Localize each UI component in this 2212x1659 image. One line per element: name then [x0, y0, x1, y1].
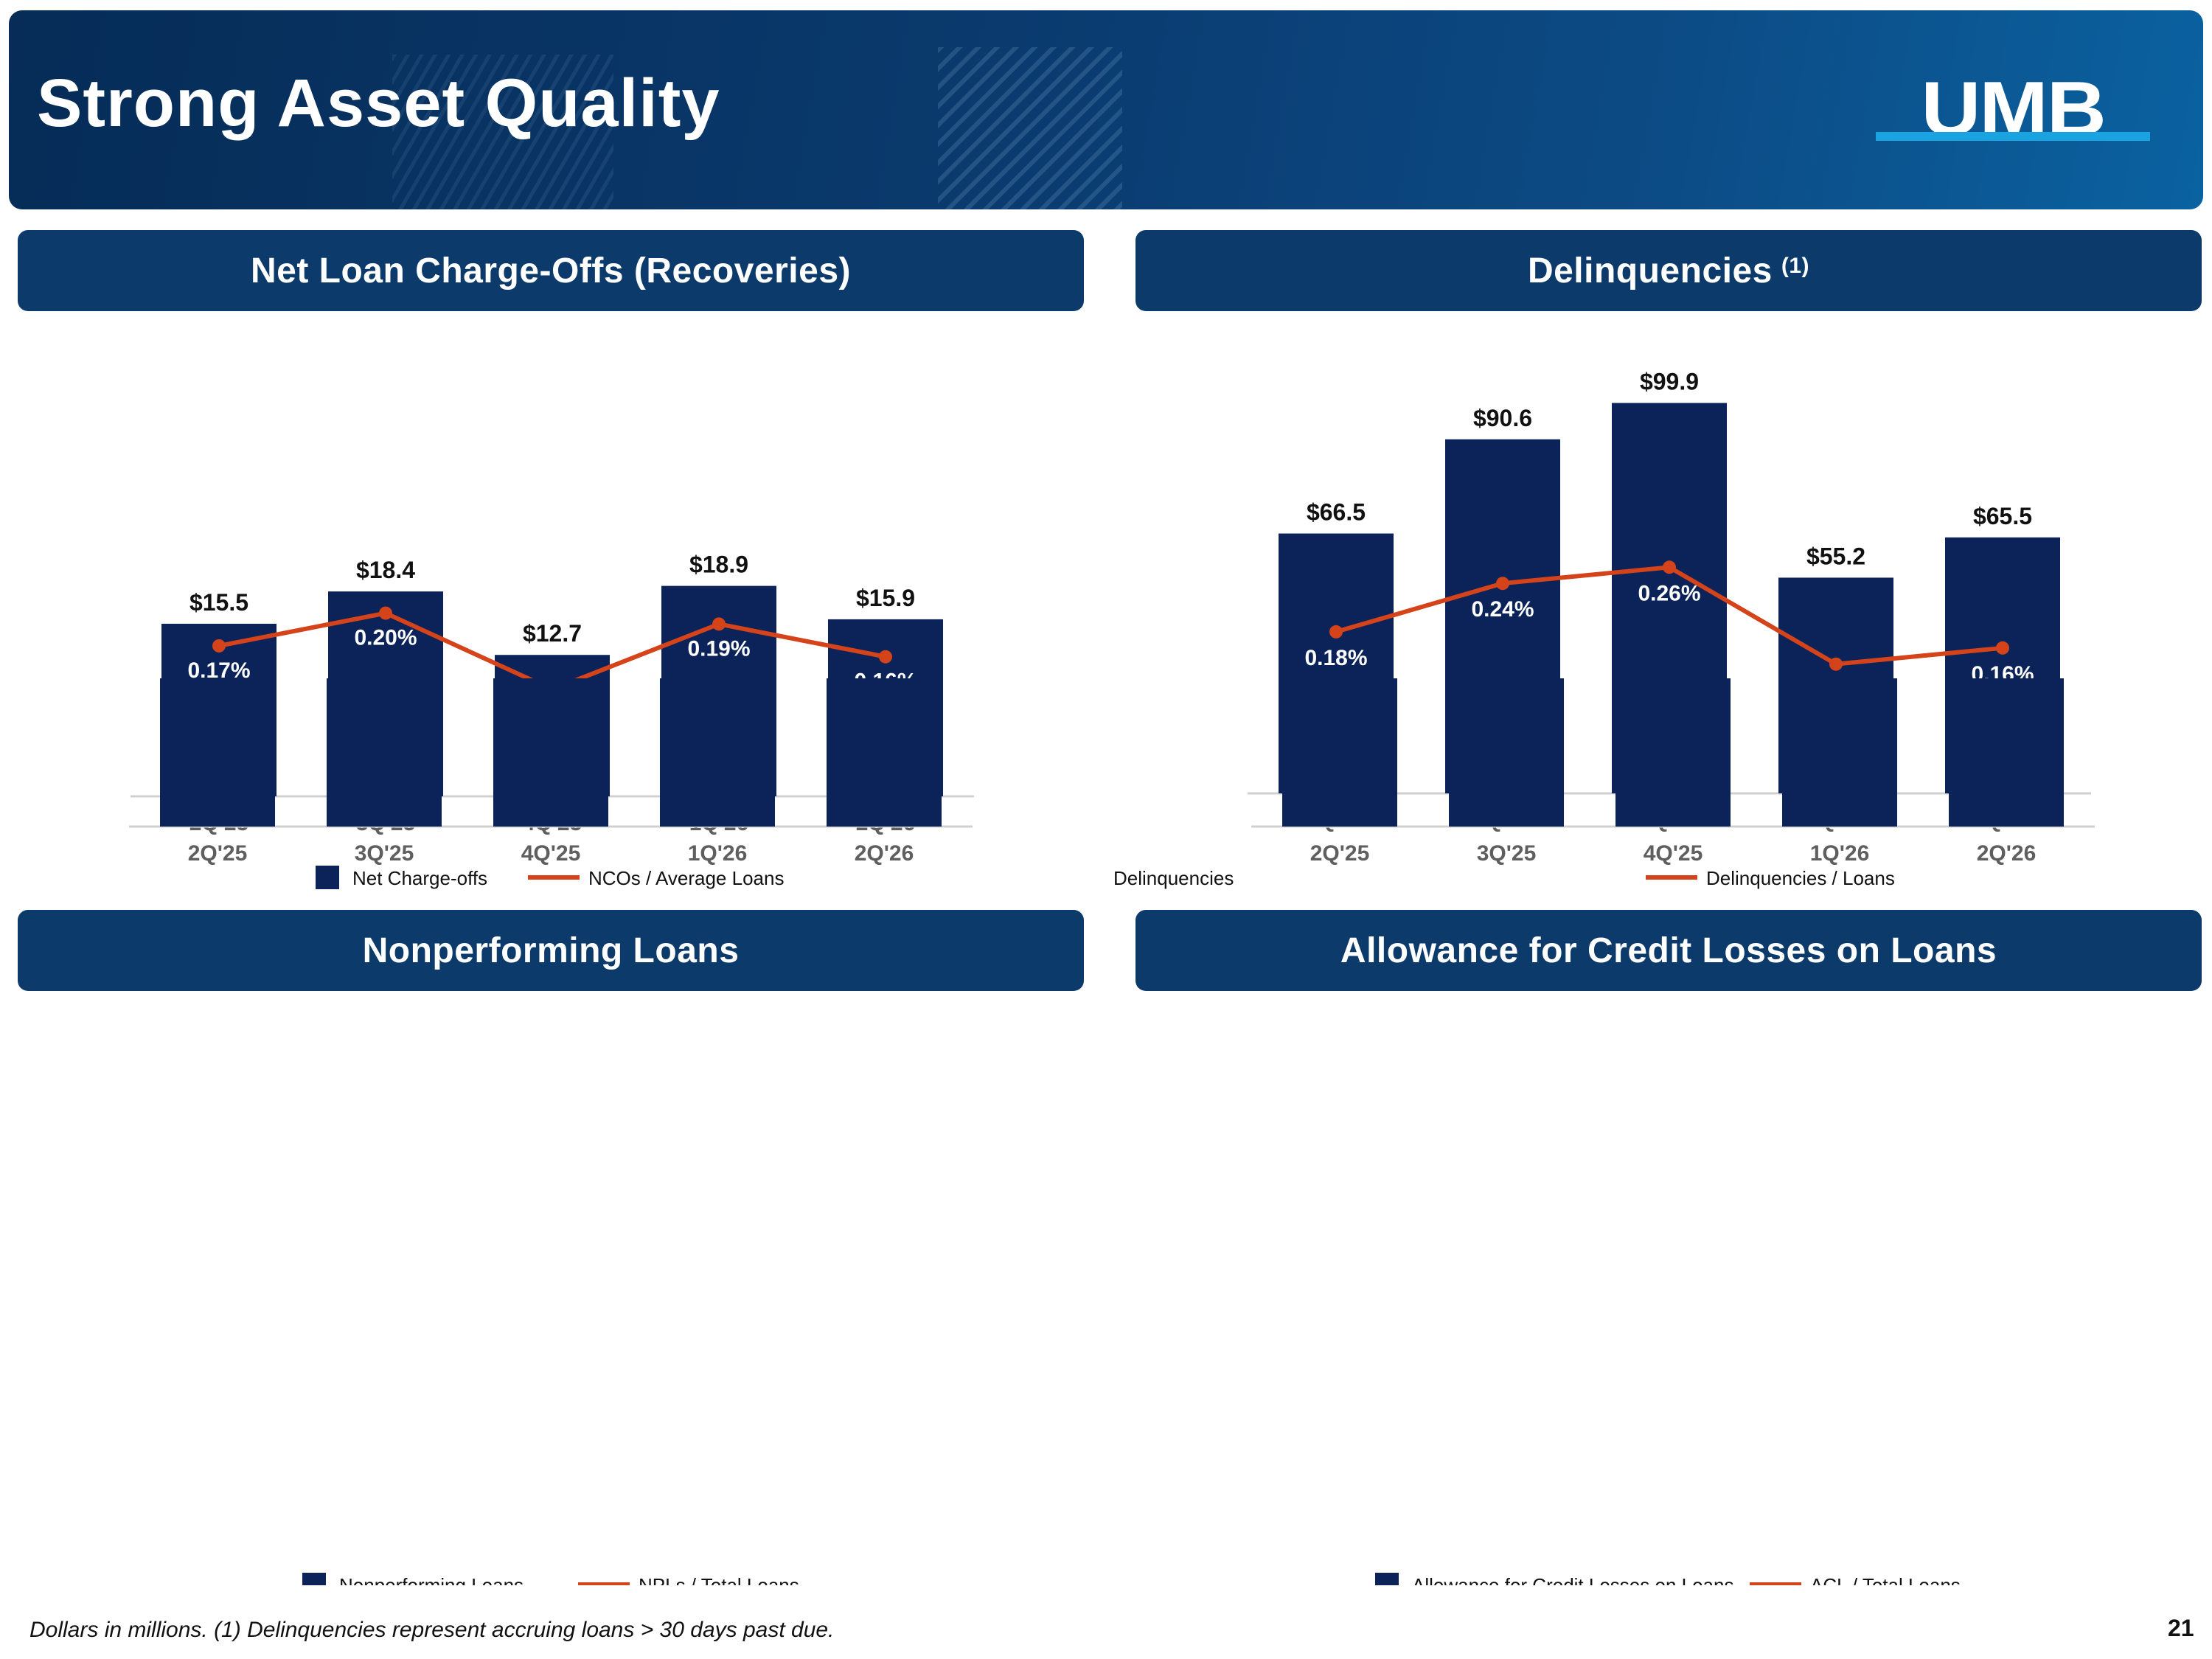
ratio-point [712, 617, 726, 631]
x-tick-label: 1Q'26 [1810, 841, 1870, 866]
ratio-point [1329, 625, 1343, 639]
bar-value-label: $18.4 [356, 557, 415, 583]
allowance-chart: $389.92Q'25$405.03Q'25$419.54Q'25$425.91… [1251, 678, 2095, 1585]
panel-title: Net Loan Charge-Offs (Recoveries) [250, 251, 851, 291]
x-tick-label: 3Q'25 [1477, 841, 1537, 866]
bar [493, 678, 608, 827]
panel-header-delinquencies: Delinquencies (1) [1135, 230, 2202, 311]
bar-value-label: $18.9 [689, 552, 748, 578]
x-tick-label: 2Q'26 [1977, 841, 2037, 866]
bar [827, 678, 942, 827]
panel-title: Allowance for Credit Losses on Loans [1340, 931, 1997, 970]
legend-label-bar: Allowance for Credit Losses on Loans [1412, 1574, 1733, 1585]
ratio-label: 0.19% [687, 636, 750, 661]
bar-value-label: $15.5 [189, 589, 248, 616]
ratio-point [1663, 560, 1676, 574]
ratio-point [1996, 641, 2009, 655]
ratio-label: 0.18% [1304, 646, 1367, 670]
panel-title: Delinquencies [1527, 251, 1773, 291]
legend-label-bar: Delinquencies [1113, 867, 1234, 889]
page-number: 21 [2168, 1615, 2194, 1641]
panel-header-net-charge-offs: Net Loan Charge-Offs (Recoveries) [18, 230, 1084, 311]
bar [1615, 678, 1731, 827]
title-banner [9, 10, 2203, 209]
logo-underline [1876, 132, 2150, 141]
legend-swatch-bar [302, 1573, 326, 1585]
bar-value-label: $15.9 [856, 585, 915, 611]
ratio-label: 0.24% [1471, 597, 1534, 622]
bar-value-label: $55.2 [1806, 543, 1865, 569]
panel-header-allowance: Allowance for Credit Losses on Loans [1135, 910, 2202, 991]
x-tick-label: 4Q'25 [521, 841, 581, 866]
nonperforming-loans-chart: $97.02Q'25$132.03Q'25$144.74Q'25$151.31Q… [129, 678, 973, 1585]
bar-value-label: $99.9 [1640, 369, 1699, 395]
ratio-point [1496, 577, 1509, 591]
bar-value-label: $65.5 [1973, 503, 2032, 529]
x-tick-label: 2Q'25 [188, 841, 248, 866]
ratio-label: 0.26% [1638, 581, 1700, 605]
bar [1449, 678, 1564, 827]
bar [1282, 678, 1397, 827]
legend-label-line: NCOs / Average Loans [588, 867, 784, 889]
bar-value-label: $90.6 [1473, 405, 1532, 431]
bar [327, 678, 442, 827]
bar-value-label: $66.5 [1307, 499, 1366, 526]
ratio-point [379, 606, 392, 620]
x-tick-label: 3Q'25 [355, 841, 414, 866]
x-tick-label: 4Q'25 [1644, 841, 1703, 866]
umb-logo: UMB [1873, 66, 2153, 152]
footnote: Dollars in millions. (1) Delinquencies r… [29, 1618, 835, 1642]
panel-header-nonperforming-loans: Nonperforming Loans [18, 910, 1084, 991]
panel-title: Nonperforming Loans [362, 931, 740, 970]
legend-label-bar: Net Charge-offs [352, 867, 487, 889]
ratio-point [879, 650, 892, 664]
legend-swatch-bar [316, 866, 339, 889]
ratio-point [1829, 657, 1843, 671]
x-tick-label: 2Q'25 [1310, 841, 1370, 866]
banner-texture [938, 47, 1122, 209]
panel-title-superscript: (1) [1781, 254, 1810, 278]
x-tick-label: 1Q'26 [688, 841, 748, 866]
bar [160, 678, 275, 827]
legend-label-bar: Nonperforming Loans [339, 1574, 524, 1585]
legend-label-line: NPLs / Total Loans [639, 1574, 799, 1585]
bar [660, 678, 775, 827]
ratio-point [212, 639, 226, 653]
bar [1949, 678, 2064, 827]
legend-label-line: Delinquencies / Loans [1706, 867, 1895, 889]
ratio-label: 0.20% [354, 626, 417, 650]
banner-texture [392, 55, 613, 209]
page-title: Strong Asset Quality [37, 66, 720, 141]
x-tick-label: 2Q'26 [855, 841, 914, 866]
bar [1782, 678, 1897, 827]
legend-swatch-bar [1375, 1573, 1399, 1585]
legend-label-line: ACL / Total Loans [1810, 1574, 1961, 1585]
bar-value-label: $12.7 [523, 620, 582, 647]
